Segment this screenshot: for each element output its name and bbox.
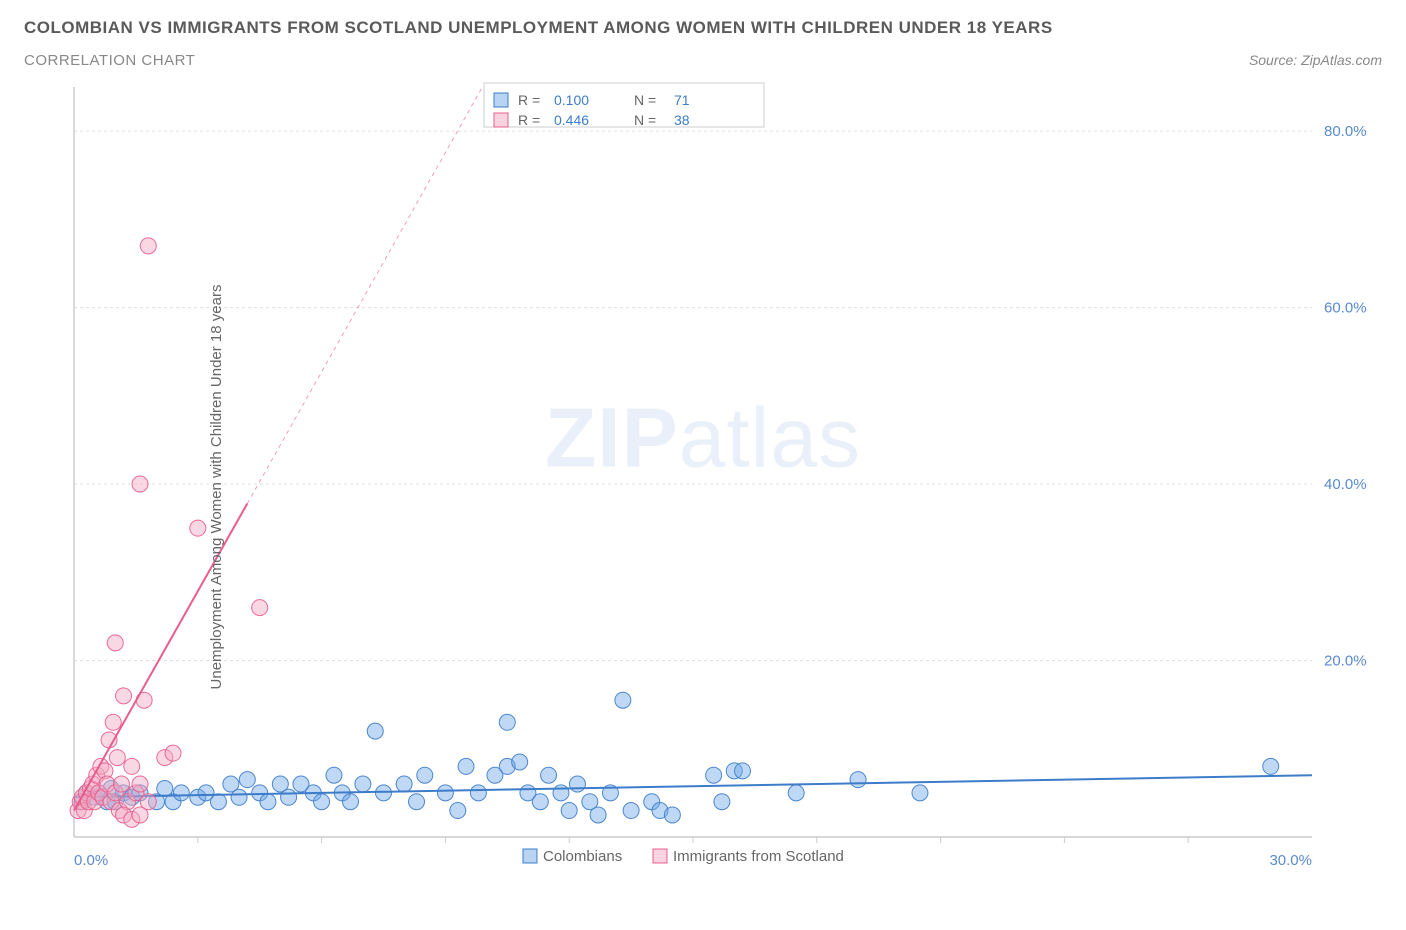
svg-text:0.0%: 0.0% <box>74 852 108 869</box>
source-label: Source: ZipAtlas.com <box>1249 52 1382 68</box>
svg-text:Immigrants from Scotland: Immigrants from Scotland <box>673 848 844 865</box>
svg-text:60.0%: 60.0% <box>1324 300 1367 317</box>
svg-text:30.0%: 30.0% <box>1269 852 1312 869</box>
chart-container: Unemployment Among Women with Children U… <box>24 77 1382 897</box>
chart-title: COLOMBIAN VS IMMIGRANTS FROM SCOTLAND UN… <box>24 18 1382 38</box>
svg-text:0.446: 0.446 <box>554 112 589 128</box>
subtitle-row: CORRELATION CHART Source: ZipAtlas.com <box>24 52 1382 69</box>
svg-text:40.0%: 40.0% <box>1324 476 1367 493</box>
svg-text:38: 38 <box>674 112 690 128</box>
svg-text:Colombians: Colombians <box>543 848 622 865</box>
svg-text:N =: N = <box>634 92 656 108</box>
svg-text:0.100: 0.100 <box>554 92 589 108</box>
svg-text:R =: R = <box>518 92 540 108</box>
svg-text:80.0%: 80.0% <box>1324 123 1367 140</box>
svg-text:71: 71 <box>674 92 690 108</box>
y-axis-label: Unemployment Among Women with Children U… <box>208 285 225 690</box>
svg-text:N =: N = <box>634 112 656 128</box>
svg-text:R =: R = <box>518 112 540 128</box>
scatter-chart: 20.0% 40.0% 60.0% 80.0% 0.0% 30.0% R = 0.100 N =… <box>24 77 1382 897</box>
chart-subtitle: CORRELATION CHART <box>24 52 195 69</box>
svg-text:20.0%: 20.0% <box>1324 653 1367 670</box>
